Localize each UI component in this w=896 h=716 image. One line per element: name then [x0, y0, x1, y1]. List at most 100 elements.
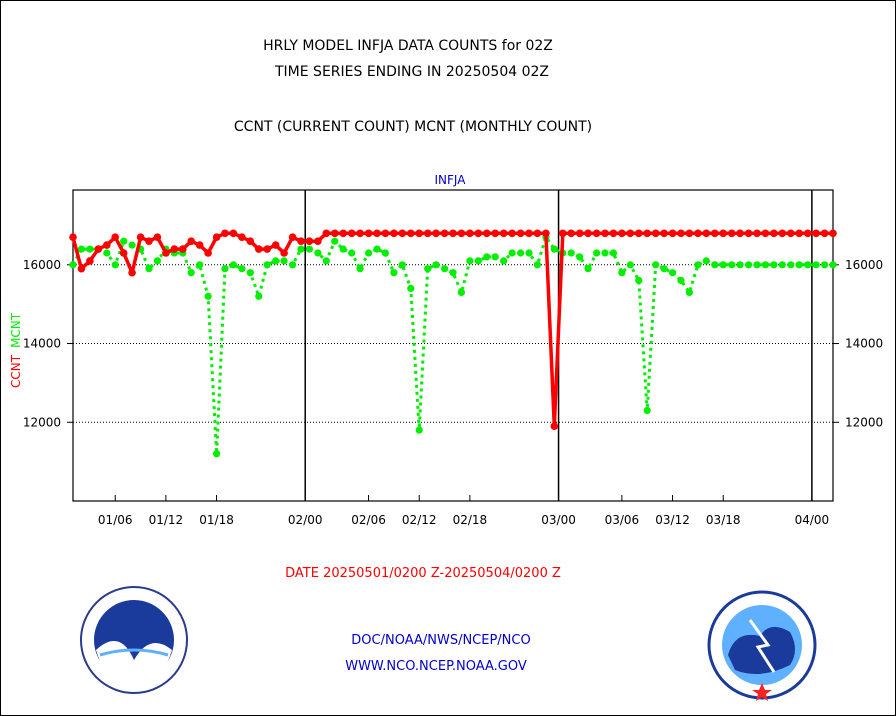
y-label-ccnt: CCNT	[9, 354, 23, 388]
data-point-ccnt	[229, 229, 238, 238]
data-point-ccnt	[398, 229, 407, 238]
data-point-ccnt	[153, 233, 162, 241]
data-point-ccnt	[119, 249, 128, 257]
data-point-mcnt	[407, 284, 415, 292]
y-tick-label-right: 16000	[845, 258, 883, 272]
data-point-mcnt	[694, 261, 702, 269]
data-point-ccnt	[626, 229, 635, 238]
data-point-ccnt	[162, 249, 170, 257]
data-point-mcnt	[128, 241, 136, 249]
footer-url[interactable]: WWW.NCO.NCEP.NOAA.GOV	[345, 659, 527, 674]
data-point-mcnt	[196, 261, 204, 269]
data-point-mcnt	[457, 288, 465, 296]
data-point-ccnt	[212, 233, 221, 241]
data-point-mcnt	[381, 249, 389, 257]
data-point-mcnt	[221, 265, 229, 273]
data-point-ccnt	[347, 229, 356, 238]
data-point-ccnt	[432, 229, 440, 238]
data-point-mcnt	[508, 249, 516, 257]
data-point-mcnt	[348, 249, 356, 257]
x-tick-label: 03/06	[605, 513, 640, 527]
data-point-mcnt	[153, 257, 161, 265]
data-point-mcnt	[86, 245, 94, 253]
data-point-mcnt	[213, 450, 221, 458]
data-point-ccnt	[204, 249, 212, 257]
data-point-mcnt	[584, 265, 592, 273]
data-point-mcnt	[339, 245, 347, 253]
grid-layer	[73, 264, 833, 423]
data-point-mcnt	[432, 261, 440, 269]
data-point-mcnt	[111, 261, 119, 269]
data-point-ccnt	[440, 229, 449, 238]
data-point-mcnt	[466, 257, 474, 265]
x-tick-label: 02/00	[288, 513, 323, 527]
y-tick-layer: 12000 12000 14000 14000 16000 16000	[23, 258, 883, 429]
data-point-ccnt	[533, 229, 542, 238]
x-tick-label: 03/12	[655, 513, 690, 527]
data-point-ccnt	[567, 229, 575, 238]
data-point-ccnt	[550, 422, 559, 431]
data-point-mcnt	[626, 261, 634, 269]
data-point-mcnt	[533, 261, 542, 269]
plot-area-border	[72, 189, 834, 502]
data-point-mcnt	[491, 253, 499, 261]
data-point-mcnt	[635, 276, 643, 285]
data-point-ccnt	[635, 229, 643, 238]
data-point-ccnt	[69, 233, 77, 241]
x-tick-label: 02/18	[453, 513, 488, 527]
data-point-ccnt	[559, 229, 567, 238]
data-point-ccnt	[516, 229, 525, 238]
data-point-mcnt	[398, 261, 406, 269]
data-point-ccnt	[483, 229, 491, 238]
footer-org[interactable]: DOC/NOAA/NWS/NCEP/NCO	[351, 633, 531, 648]
data-point-mcnt	[778, 261, 786, 269]
data-point-ccnt	[407, 229, 415, 238]
data-point-ccnt	[719, 229, 727, 238]
data-point-mcnt	[483, 253, 491, 261]
data-point-mcnt	[795, 261, 803, 269]
data-point-ccnt	[542, 229, 550, 238]
data-point-mcnt	[289, 261, 297, 269]
data-point-mcnt	[685, 288, 694, 296]
data-point-mcnt	[229, 261, 237, 269]
data-point-ccnt	[812, 229, 820, 238]
data-point-ccnt	[322, 229, 331, 238]
data-point-ccnt	[390, 229, 398, 238]
data-point-mcnt	[669, 269, 677, 277]
data-point-ccnt	[694, 229, 702, 238]
x-tick-label: 01/12	[149, 513, 184, 527]
data-point-mcnt	[280, 257, 288, 265]
data-point-mcnt	[77, 245, 85, 253]
data-point-ccnt	[711, 229, 719, 238]
data-point-ccnt	[297, 237, 305, 245]
data-point-ccnt	[820, 229, 829, 238]
data-point-mcnt	[204, 292, 212, 300]
data-point-ccnt	[77, 264, 86, 273]
data-point-ccnt	[364, 229, 373, 238]
data-point-mcnt	[711, 261, 719, 269]
data-point-mcnt	[829, 261, 837, 269]
data-point-ccnt	[575, 229, 584, 238]
data-point-mcnt	[305, 245, 313, 253]
y-axis-label: CCNT MCNT	[9, 312, 23, 388]
data-point-ccnt	[94, 245, 103, 253]
data-point-ccnt	[179, 245, 187, 253]
data-point-ccnt	[803, 229, 812, 238]
data-point-mcnt	[424, 265, 432, 273]
data-point-ccnt	[195, 241, 204, 249]
nws-logo	[707, 590, 817, 701]
y-tick-label-left: 16000	[23, 258, 61, 272]
data-point-ccnt	[668, 229, 677, 238]
data-point-mcnt	[246, 269, 254, 277]
data-point-ccnt	[305, 237, 314, 245]
data-point-mcnt	[787, 261, 795, 269]
data-point-ccnt	[601, 229, 609, 238]
data-point-mcnt	[331, 237, 339, 245]
x-tick-label: 04/00	[795, 513, 830, 527]
data-point-mcnt	[373, 245, 381, 253]
y-label-mcnt: MCNT	[9, 312, 23, 348]
series-ccnt	[69, 229, 837, 431]
data-point-ccnt	[331, 229, 339, 238]
data-point-ccnt	[829, 229, 837, 238]
data-point-mcnt	[601, 249, 609, 257]
